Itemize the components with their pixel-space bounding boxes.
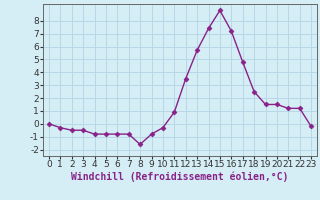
X-axis label: Windchill (Refroidissement éolien,°C): Windchill (Refroidissement éolien,°C)	[71, 172, 289, 182]
